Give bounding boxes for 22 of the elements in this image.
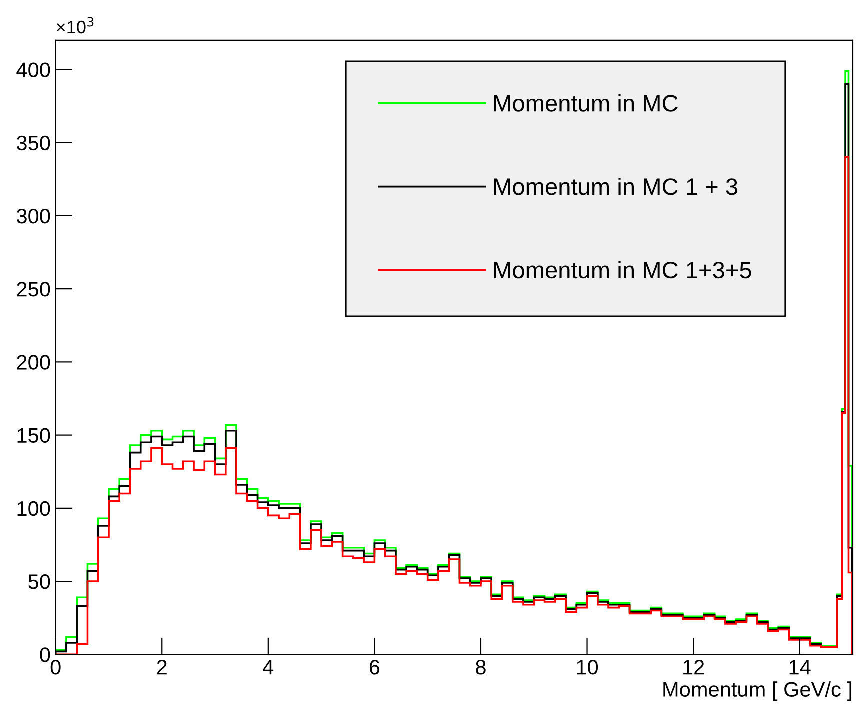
y-tick-label: 200	[17, 355, 50, 370]
x-tick-label: 0	[50, 660, 61, 675]
x-tick-label: 8	[476, 660, 486, 675]
y-tick-label: 0	[40, 648, 50, 662]
y-tick-label: 400	[16, 62, 50, 78]
y-tick-label: 150	[18, 428, 50, 444]
legend-label: Momentum in MC	[494, 94, 678, 112]
text: ×10$^{3}$	[57, 17, 94, 34]
x-tick-label: 4	[263, 660, 274, 675]
legend-label: Momentum in MC 1+3+5	[494, 261, 752, 279]
x-tick-label: 14	[790, 660, 811, 675]
y-tick-label: 350	[17, 136, 50, 151]
x-axis-title: Momentum [ GeV/c ]	[664, 682, 852, 702]
x-tick-label: 6	[370, 660, 380, 675]
y-tick-label: 100	[18, 501, 50, 516]
x-tick-label: 2	[157, 660, 167, 675]
x-tick-label: 10	[577, 660, 598, 675]
y-tick-label: 50	[28, 574, 50, 590]
y-tick-label: 250	[17, 282, 50, 297]
x-tick-label: 12	[684, 660, 704, 675]
legend-label: Momentum in MC 1 + 3	[494, 178, 738, 196]
y-tick-label: 300	[17, 208, 50, 224]
